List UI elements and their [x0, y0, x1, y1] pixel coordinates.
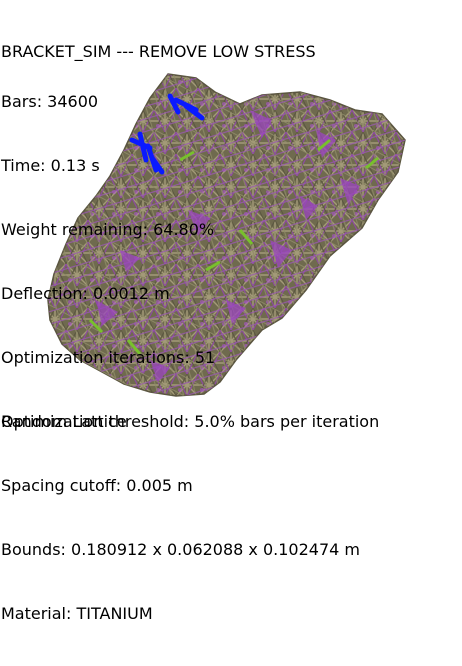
- lattice-model[interactable]: [0, 0, 462, 465]
- bounds: Bounds: 0.180912 x 0.062088 x 0.102474 m: [1, 540, 360, 559]
- lattice-body-overlay: [48, 74, 405, 396]
- deflection: Deflection: 0.0012 m: [1, 284, 170, 303]
- material: Material: TITANIUM: [1, 604, 153, 623]
- spacing-cutoff: Spacing cutoff: 0.005 m: [1, 476, 193, 495]
- lattice-type: Random Lattice: [1, 412, 127, 431]
- green-bar-highlights: [88, 138, 379, 355]
- stats-block: Bars: 34600 Time: 0.13 s Weight remainin…: [1, 50, 379, 474]
- sim-title: BRACKET_SIM --- REMOVE LOW STRESS: [1, 42, 316, 61]
- support-bars-blue: [129, 93, 205, 175]
- sim-title-block: BRACKET_SIM --- REMOVE LOW STRESS: [1, 2, 316, 102]
- optimization-threshold: Optimization threshold: 5.0% bars per it…: [1, 412, 380, 431]
- optimization-iterations: Optimization iterations: 51: [1, 348, 216, 367]
- sim-time: Time: 0.13 s: [1, 156, 100, 175]
- bars-count: Bars: 34600: [1, 92, 99, 111]
- render-viewport[interactable]: BRACKET_SIM --- REMOVE LOW STRESS Bars: …: [0, 0, 462, 623]
- weight-remaining: Weight remaining: 64.80%: [1, 220, 215, 239]
- footer-block: Random Lattice Spacing cutoff: 0.005 m B…: [1, 370, 360, 666]
